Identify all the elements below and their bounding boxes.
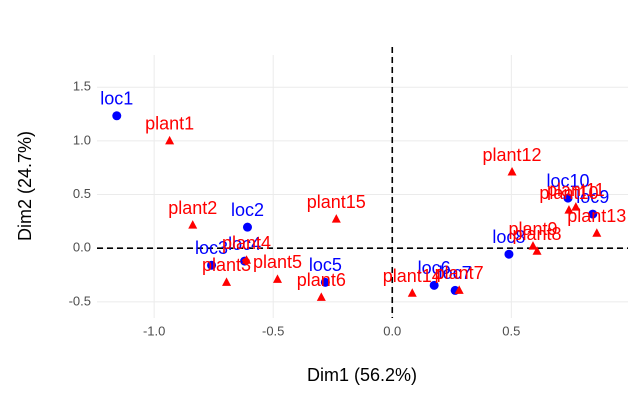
point-marker xyxy=(592,228,602,237)
y-tick-label: 1.5 xyxy=(73,79,91,94)
point-label: loc10 xyxy=(546,171,589,191)
x-axis-title: Dim1 (56.2%) xyxy=(307,365,417,385)
x-tick-label: -1.0 xyxy=(143,323,165,338)
point-marker xyxy=(504,249,514,259)
point-label: plant7 xyxy=(435,263,484,283)
point-marker xyxy=(242,255,252,264)
y-tick-label: -0.5 xyxy=(69,293,91,308)
point-label: loc5 xyxy=(309,255,342,275)
point-marker xyxy=(165,135,175,145)
point-marker xyxy=(316,292,326,301)
point-marker xyxy=(532,246,542,255)
y-tick-label: 1.0 xyxy=(73,132,91,147)
point-label: plant14 xyxy=(383,266,442,286)
point-label: loc7 xyxy=(439,263,472,283)
y-tick-label: 0.0 xyxy=(73,240,91,255)
point-marker xyxy=(242,222,252,232)
point-marker xyxy=(222,277,232,286)
point-marker xyxy=(507,167,517,176)
point-label: plant9 xyxy=(508,219,557,239)
point-label: loc2 xyxy=(231,200,264,220)
point-marker xyxy=(429,280,439,290)
point-label: plant12 xyxy=(483,145,542,165)
point-label: plant1 xyxy=(145,114,194,134)
point-marker xyxy=(272,274,282,283)
point-marker xyxy=(331,214,341,223)
point-label: loc9 xyxy=(576,187,609,207)
point-label: plant15 xyxy=(307,192,366,212)
point-label: plant4 xyxy=(222,233,271,253)
point-marker xyxy=(564,205,574,214)
point-label: loc4 xyxy=(228,234,261,254)
x-tick-label: 0.5 xyxy=(502,323,520,338)
point-marker xyxy=(588,209,598,219)
point-label: plant11 xyxy=(547,180,605,200)
point-marker xyxy=(528,241,538,250)
point-marker xyxy=(188,220,198,229)
point-label: plant8 xyxy=(513,224,562,244)
point-label: loc6 xyxy=(418,258,451,278)
point-marker xyxy=(112,111,122,121)
point-label: plant10 xyxy=(539,183,598,203)
point-marker xyxy=(207,260,217,270)
point-label: loc3 xyxy=(195,238,228,258)
point-marker xyxy=(454,285,464,294)
point-marker xyxy=(320,277,330,287)
point-label: plant6 xyxy=(297,270,346,290)
x-tick-label: 0.0 xyxy=(383,323,401,338)
point-label: plant13 xyxy=(567,206,626,226)
point-label: plant5 xyxy=(253,252,302,272)
point-label: loc1 xyxy=(100,89,133,109)
point-marker xyxy=(563,193,573,203)
point-label: loc8 xyxy=(492,227,525,247)
y-tick-label: 0.5 xyxy=(73,186,91,201)
point-label: plant2 xyxy=(168,198,217,218)
x-tick-label: -0.5 xyxy=(262,323,284,338)
point-marker xyxy=(407,288,417,297)
y-axis-title: Dim2 (24.7%) xyxy=(15,131,35,241)
point-label: plant3 xyxy=(202,255,251,275)
point-marker xyxy=(571,202,581,211)
